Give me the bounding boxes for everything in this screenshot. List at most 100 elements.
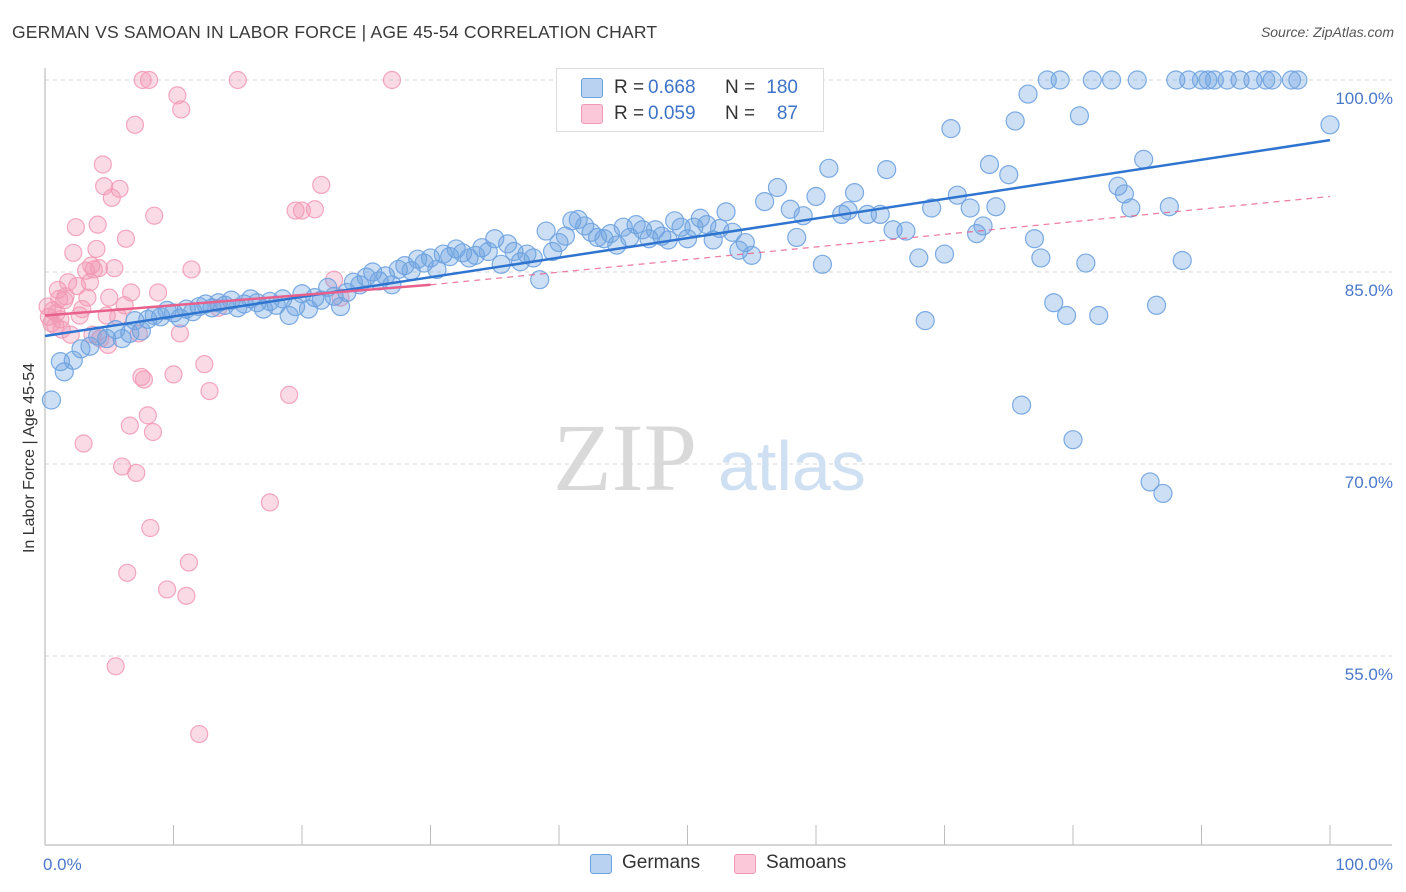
samoan-point xyxy=(127,463,146,483)
german-point xyxy=(1063,430,1083,450)
samoan-point xyxy=(100,288,119,307)
german-point xyxy=(1146,295,1167,315)
german-point xyxy=(986,197,1006,217)
german-point xyxy=(812,254,833,274)
samoan-point xyxy=(93,155,112,174)
german-point xyxy=(41,390,62,410)
samoan-point xyxy=(116,229,136,248)
samoan-point xyxy=(118,563,137,582)
german-point xyxy=(1089,305,1109,326)
german-point xyxy=(979,154,1000,175)
y-tick-label: 70.0% xyxy=(1345,473,1393,492)
german-point xyxy=(530,270,550,290)
samoan-point xyxy=(78,288,97,307)
german-point xyxy=(877,160,897,180)
german-point xyxy=(941,119,961,139)
bottom-legend: Germans Samoans xyxy=(0,852,1406,878)
german-point xyxy=(922,198,942,218)
german-point xyxy=(1114,184,1135,204)
german-point xyxy=(999,165,1019,185)
german-point xyxy=(1108,176,1128,196)
german-point xyxy=(819,158,839,178)
samoan-point xyxy=(157,580,177,599)
german-point xyxy=(587,227,608,248)
german-point xyxy=(1121,198,1141,218)
german-point xyxy=(742,245,762,265)
legend-row-germans: R = 0.668 N = 180 xyxy=(557,75,823,101)
samoan-point xyxy=(172,100,191,119)
german-point xyxy=(562,211,582,231)
watermark: ZIP atlas xyxy=(553,404,866,511)
samoan-point xyxy=(121,283,141,302)
samoan-point xyxy=(89,259,109,278)
chart-title: GERMAN VS SAMOAN IN LABOR FORCE | AGE 45… xyxy=(12,22,658,42)
samoans-label: Samoans xyxy=(766,852,847,873)
samoan-point xyxy=(125,115,145,134)
german-point xyxy=(909,248,929,268)
german-point xyxy=(63,350,83,370)
samoan-point xyxy=(280,385,299,404)
samoan-point xyxy=(312,175,331,195)
german-point xyxy=(1056,305,1077,326)
r-value: 0.059 xyxy=(648,103,696,124)
samoan-point xyxy=(132,367,151,387)
r-label: R = xyxy=(614,103,645,124)
samoan-point xyxy=(195,355,214,374)
x-tick-label: 100.0% xyxy=(1335,855,1393,874)
german-point xyxy=(915,311,935,331)
n-value: 87 xyxy=(776,103,798,124)
samoan-trendline xyxy=(44,283,431,317)
samoan-point xyxy=(133,70,152,90)
samoan-point xyxy=(177,586,196,605)
samoan-point xyxy=(228,70,247,90)
german-point xyxy=(1198,70,1218,90)
german-point xyxy=(523,248,543,268)
samoan-point xyxy=(179,553,199,572)
samoan-point xyxy=(87,239,106,259)
samoan-point xyxy=(148,283,168,302)
german-point xyxy=(330,296,351,317)
germans-swatch xyxy=(581,78,603,98)
german-point xyxy=(973,216,993,236)
german-point xyxy=(716,202,736,222)
german-point xyxy=(626,215,646,235)
watermark-zip: ZIP xyxy=(553,404,697,511)
samoan-point xyxy=(190,724,209,744)
german-point xyxy=(1320,115,1340,135)
german-point xyxy=(1031,248,1051,268)
german-point xyxy=(1281,70,1302,90)
samoan-point xyxy=(382,70,402,90)
samoan-point xyxy=(105,259,124,278)
german-point xyxy=(1082,70,1102,90)
gridlines xyxy=(45,79,1392,657)
german-point xyxy=(440,247,460,267)
german-point xyxy=(754,192,775,212)
tick-labels: 55.0% 70.0% 85.0% 100.0% 0.0% 100.0% xyxy=(43,89,1393,874)
german-trendline xyxy=(44,138,1331,338)
german-point xyxy=(967,224,987,244)
german-point xyxy=(844,183,865,203)
samoan-series xyxy=(38,70,402,744)
axes xyxy=(44,68,1392,846)
german-point xyxy=(80,336,100,356)
german-point xyxy=(1134,149,1154,169)
german-point xyxy=(1044,293,1064,313)
samoan-point xyxy=(88,215,107,234)
german-point xyxy=(1153,483,1173,504)
legend: R = 0.668 N = 180 R = 0.059 N = 87 xyxy=(556,68,824,132)
german-point xyxy=(1024,229,1045,249)
samoan-point xyxy=(286,201,305,220)
germans-label: Germans xyxy=(622,852,701,873)
german-point xyxy=(1140,472,1160,492)
samoan-point xyxy=(64,243,83,262)
german-point xyxy=(1076,253,1096,273)
german-point xyxy=(934,244,955,264)
samoan-point xyxy=(141,518,160,538)
r-value: 0.668 xyxy=(648,77,696,98)
german-point xyxy=(729,240,749,260)
german-point xyxy=(120,323,140,344)
german-point xyxy=(1262,70,1282,90)
german-point xyxy=(1172,250,1192,271)
german-point xyxy=(896,221,916,241)
